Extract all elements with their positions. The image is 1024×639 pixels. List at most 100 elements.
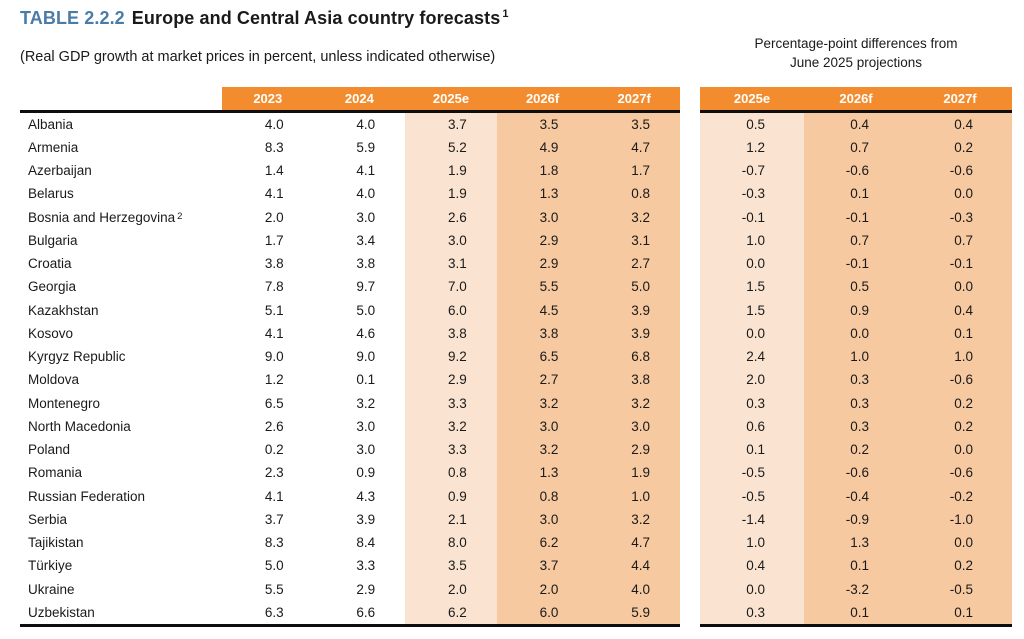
diff-cell: 1.2 [700, 135, 804, 159]
diff-cell: 0.5 [804, 275, 908, 299]
value-cell: 3.8 [264, 256, 284, 272]
diff-table-body: 0.5 0.4 0.4 1.2 0.7 0.2 -0.7 -0.6 -0.6 -0.3 0.1 0.0… [700, 112, 1012, 624]
value-cell: 4.1 [264, 325, 284, 341]
diff-cell: -0.6 [804, 461, 908, 485]
diff-cell: 0.1 [908, 600, 1012, 624]
country-cell: Azerbaijan [28, 163, 92, 179]
diff-cell: 0.2 [908, 414, 1012, 438]
value-cell: 2.9 [405, 368, 497, 392]
table-row: 1.2 0.7 0.2 [700, 135, 1012, 159]
value-cell: 2.7 [588, 252, 680, 276]
value-cell: 5.5 [496, 275, 589, 299]
value-cell: 3.3 [356, 558, 376, 574]
value-cell: 2.9 [496, 228, 589, 252]
diff-col-header-2026f: 2026f [804, 87, 908, 110]
value-cell: 7.0 [405, 275, 497, 299]
value-cell: 0.1 [356, 372, 376, 388]
value-cell: 4.3 [356, 488, 376, 504]
table-row: Belarus 4.1 4.0 1.9 1.3 0.8 [20, 182, 680, 206]
value-cell: 3.2 [588, 507, 680, 531]
col-header-2023: 2023 [222, 87, 314, 110]
diff-cell: -1.0 [908, 507, 1012, 531]
diff-columns-caption: Percentage-point differences from June 2… [700, 35, 1012, 72]
table-row: -0.1 -0.1 -0.3 [700, 205, 1012, 229]
diff-cell: 0.2 [908, 554, 1012, 578]
col-header-2027f: 2027f [588, 87, 680, 110]
value-cell: 3.1 [405, 252, 497, 276]
diff-cell: -0.7 [700, 159, 804, 183]
table-row: 0.1 0.2 0.0 [700, 438, 1012, 462]
diff-cell: -0.3 [908, 205, 1012, 229]
country-cell: Albania [28, 116, 74, 132]
value-cell: 3.3 [405, 438, 497, 462]
value-cell: 3.8 [588, 368, 680, 392]
value-cell: 3.9 [588, 298, 680, 322]
diff-cell: 1.3 [804, 531, 908, 555]
value-cell: 1.3 [496, 182, 589, 206]
value-cell: 3.2 [588, 391, 680, 415]
value-cell: 3.5 [405, 554, 497, 578]
country-cell: Türkiye [28, 558, 73, 574]
country-cell: Bulgaria [28, 232, 78, 248]
diff-cell: -0.6 [804, 159, 908, 183]
value-cell: 1.0 [588, 484, 680, 508]
diff-cell: 2.0 [700, 368, 804, 392]
table-row: 1.5 0.5 0.0 [700, 275, 1012, 299]
diff-cell: 0.0 [908, 531, 1012, 555]
country-cell: Romania [28, 465, 83, 481]
diff-cell: 0.4 [700, 554, 804, 578]
diff-cell: 0.5 [700, 112, 804, 136]
diff-cell: -0.1 [804, 252, 908, 276]
value-cell: 4.9 [496, 135, 589, 159]
value-cell: 3.7 [405, 112, 497, 136]
value-cell: 4.1 [356, 163, 376, 179]
diff-cell: 0.3 [700, 600, 804, 624]
table-row: -0.7 -0.6 -0.6 [700, 159, 1012, 183]
value-cell: 4.1 [264, 186, 284, 202]
table-row: Romania 2.3 0.9 0.8 1.3 1.9 [20, 461, 680, 485]
value-cell: 2.0 [264, 209, 284, 225]
bottom-rule [700, 624, 1012, 627]
diff-caption-line2: June 2025 projections [789, 54, 923, 70]
diff-cell: 0.3 [804, 368, 908, 392]
value-cell: 5.0 [356, 302, 376, 318]
value-cell: 7.8 [264, 279, 284, 295]
col-header-2024: 2024 [313, 87, 406, 110]
table-row: 1.5 0.9 0.4 [700, 298, 1012, 322]
table-row: Kyrgyz Republic 9.0 9.0 9.2 6.5 6.8 [20, 345, 680, 369]
table-row: Moldova 1.2 0.1 2.9 2.7 3.8 [20, 368, 680, 392]
value-cell: 1.8 [496, 159, 589, 183]
value-cell: 4.5 [496, 298, 589, 322]
diff-cell: -1.4 [700, 507, 804, 531]
main-table-body: Albania 4.0 4.0 3.7 3.5 3.5 Armenia 8.3 5.9 5.2 4.… [20, 112, 680, 624]
diff-cell: 0.2 [804, 438, 908, 462]
diff-cell: -0.2 [908, 484, 1012, 508]
value-cell: 2.7 [496, 368, 589, 392]
col-header-2026f: 2026f [496, 87, 589, 110]
value-cell: 3.9 [588, 321, 680, 345]
table-title-text: Europe and Central Asia country forecast… [131, 8, 501, 28]
diff-cell: -0.5 [908, 577, 1012, 601]
value-cell: 0.9 [405, 484, 497, 508]
value-cell: 6.8 [588, 345, 680, 369]
table-subtitle: (Real GDP growth at market prices in per… [20, 49, 496, 65]
diff-cell: -0.6 [908, 368, 1012, 392]
value-cell: 3.0 [496, 414, 589, 438]
table-row: Bulgaria 1.7 3.4 3.0 2.9 3.1 [20, 228, 680, 252]
table-row: Albania 4.0 4.0 3.7 3.5 3.5 [20, 112, 680, 136]
value-cell: 0.2 [264, 442, 284, 458]
header-rule [700, 110, 1012, 113]
diff-cell: -0.6 [908, 461, 1012, 485]
value-cell: 3.0 [356, 418, 376, 434]
diff-cell: 0.0 [908, 182, 1012, 206]
value-cell: 6.5 [496, 345, 589, 369]
value-cell: 2.0 [496, 577, 589, 601]
col-header-spacer [20, 87, 222, 110]
value-cell: 4.6 [356, 325, 376, 341]
value-cell: 3.2 [405, 414, 497, 438]
diff-cell: 1.5 [700, 298, 804, 322]
diff-cell: -0.4 [804, 484, 908, 508]
value-cell: 2.9 [496, 252, 589, 276]
diff-cell: 0.2 [908, 135, 1012, 159]
country-footnote-marker: 2 [177, 210, 183, 222]
